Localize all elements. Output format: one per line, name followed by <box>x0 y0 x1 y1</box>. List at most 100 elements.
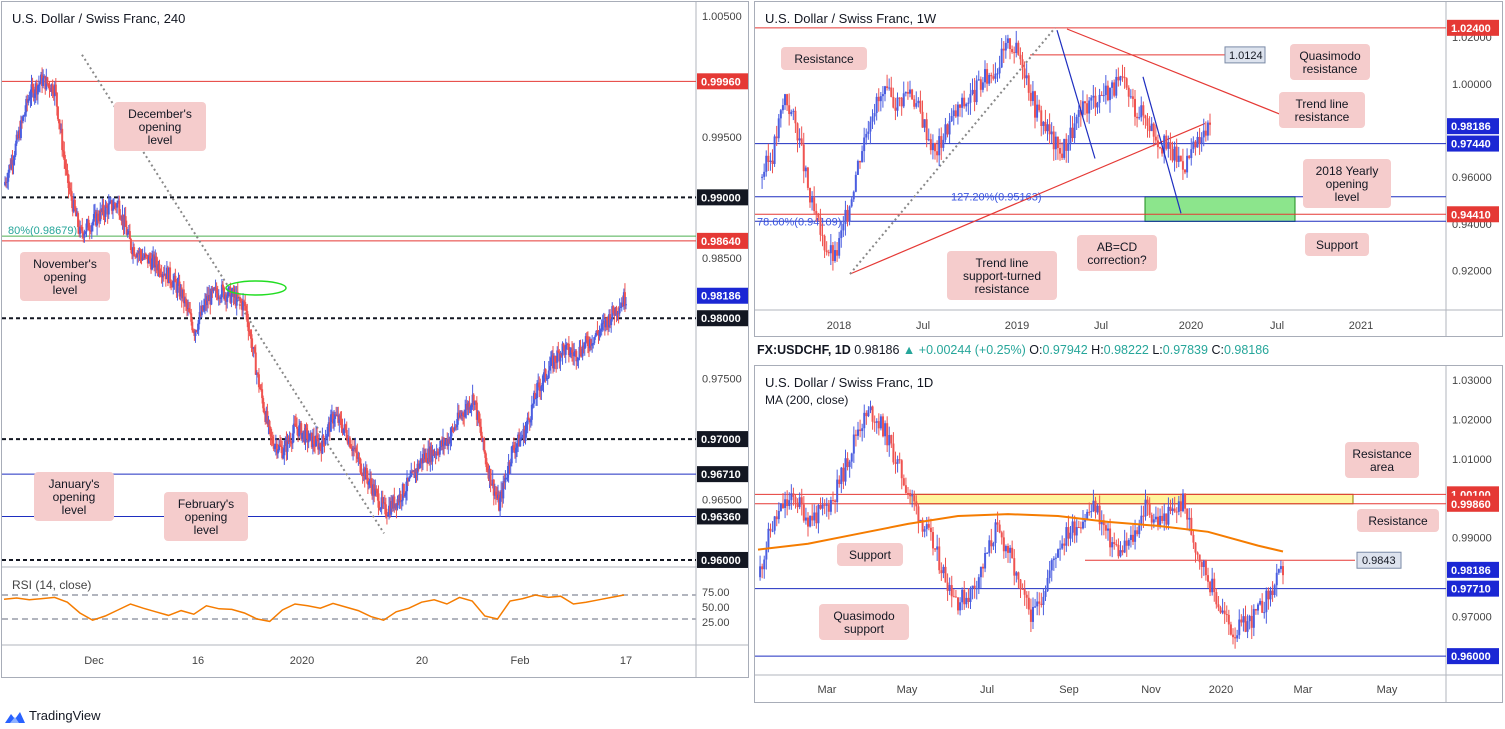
h4-candle <box>85 223 88 232</box>
daily-candle <box>1238 619 1241 636</box>
h4-candle <box>158 264 161 274</box>
h4-candle <box>481 435 484 442</box>
h4-candle <box>292 423 295 434</box>
h4-candle <box>480 426 483 436</box>
daily-candle <box>1115 544 1118 546</box>
weekly-x-tick: 2020 <box>1179 320 1203 332</box>
h4-candle <box>542 373 545 383</box>
h4-candle <box>586 339 589 347</box>
h4-candle <box>183 298 186 304</box>
h4-candle <box>436 451 439 454</box>
daily-candle <box>761 566 764 570</box>
daily-candle <box>792 493 795 497</box>
daily-candle <box>882 416 884 437</box>
h4-candle <box>218 297 221 299</box>
weekly-candle <box>888 87 891 89</box>
weekly-candle <box>861 151 864 163</box>
weekly-candle <box>1046 124 1049 132</box>
h4-candle <box>483 438 486 452</box>
daily-chart-canvas[interactable]: 1.030001.020001.010000.990000.970001.001… <box>755 366 1503 703</box>
daily-candle <box>1219 607 1222 613</box>
h4-candle <box>118 200 121 216</box>
h4-candle <box>511 445 514 447</box>
h4-candle <box>169 267 172 283</box>
daily-candle <box>800 497 803 505</box>
h4-candle <box>110 200 113 211</box>
h4-candle <box>297 428 300 437</box>
weekly-candle <box>1009 38 1011 50</box>
daily-resistance-box <box>1356 551 1402 569</box>
h4-candle <box>576 360 579 362</box>
weekly-candle <box>823 235 826 251</box>
h4-candle <box>266 411 269 425</box>
h4-candle <box>174 275 177 283</box>
daily-candle <box>854 434 857 436</box>
weekly-candle <box>913 99 916 107</box>
daily-candle <box>867 410 870 417</box>
h4-candle <box>276 450 279 454</box>
h4-candle <box>425 452 428 463</box>
daily-candle <box>825 504 828 506</box>
daily-candle <box>871 406 874 422</box>
weekly-candle <box>923 119 926 128</box>
h4-level-badge: 0.96710 <box>701 469 741 481</box>
h4-candle <box>495 495 498 499</box>
weekly-candle <box>869 121 872 132</box>
symbol-name[interactable]: FX:USDCHF, 1D <box>757 343 851 357</box>
h4-candle <box>329 414 332 432</box>
h4-candle <box>360 472 363 475</box>
h4-candle <box>299 423 302 426</box>
h4-candle <box>443 438 446 446</box>
weekly-candle <box>892 96 895 108</box>
tradingview-brand[interactable]: TradingView <box>4 708 101 725</box>
h4-candle <box>493 491 496 496</box>
weekly-candle <box>992 76 995 79</box>
weekly-candle <box>873 113 876 117</box>
weekly-candle <box>1011 49 1014 53</box>
h4-candle <box>475 402 478 420</box>
weekly-candle <box>871 116 874 122</box>
h4-candle <box>410 471 413 477</box>
weekly-level-badge: 0.94410 <box>1451 209 1491 221</box>
h4-candle <box>50 84 53 92</box>
daily-candle <box>996 522 999 525</box>
ma-indicator-label[interactable]: MA (200, close) <box>765 393 849 407</box>
h4-candle <box>607 320 610 328</box>
weekly-candle <box>959 104 961 108</box>
h4-candle <box>265 411 268 422</box>
weekly-candle <box>1194 141 1197 148</box>
weekly-candle <box>1146 118 1149 126</box>
h4-chart-panel[interactable]: 1.00500 0.99500 0.98500 0.97500 0.96500 0.999… <box>1 1 749 678</box>
weekly-candle <box>1056 136 1059 149</box>
h4-candle <box>527 417 530 420</box>
weekly-candle <box>763 171 766 177</box>
h4-candle <box>531 403 534 405</box>
weekly-candle <box>1138 117 1141 119</box>
h4-candle <box>7 172 10 182</box>
weekly-candle <box>904 92 907 94</box>
h4-candle <box>201 305 204 311</box>
h4-candle <box>230 294 233 303</box>
h4-candle <box>269 427 272 437</box>
h4-candle <box>432 450 435 456</box>
weekly-chart-panel[interactable]: 1.02000 1.00000 0.96000 0.94000 0.92000 127.2… <box>754 1 1503 337</box>
daily-candle <box>863 412 866 429</box>
h4-candle <box>440 440 443 447</box>
h4-level-badge: 0.96000 <box>701 555 741 567</box>
daily-candle <box>982 566 984 569</box>
h4-candle <box>568 353 571 356</box>
weekly-annotation-trendline: Trend line <box>1296 97 1349 111</box>
weekly-chart-canvas[interactable]: 1.020001.000000.960000.940000.92000127.2… <box>755 2 1503 337</box>
daily-candle <box>1102 520 1105 526</box>
daily-candle <box>1242 616 1245 623</box>
daily-chart-panel[interactable]: 1.03000 1.02000 1.01000 0.99000 0.97000 1.001… <box>754 365 1503 703</box>
h4-candle <box>287 437 290 442</box>
h4-chart-canvas[interactable]: 1.00500 0.99500 0.98500 0.97500 0.96500 0.999… <box>2 2 749 678</box>
h4-candle <box>55 92 58 107</box>
h4-candle <box>394 503 397 509</box>
h4-candle <box>196 329 199 331</box>
weekly-candle <box>1179 155 1182 162</box>
h4-candle <box>453 426 456 431</box>
h4-candle <box>492 479 495 496</box>
weekly-candle <box>996 73 999 75</box>
